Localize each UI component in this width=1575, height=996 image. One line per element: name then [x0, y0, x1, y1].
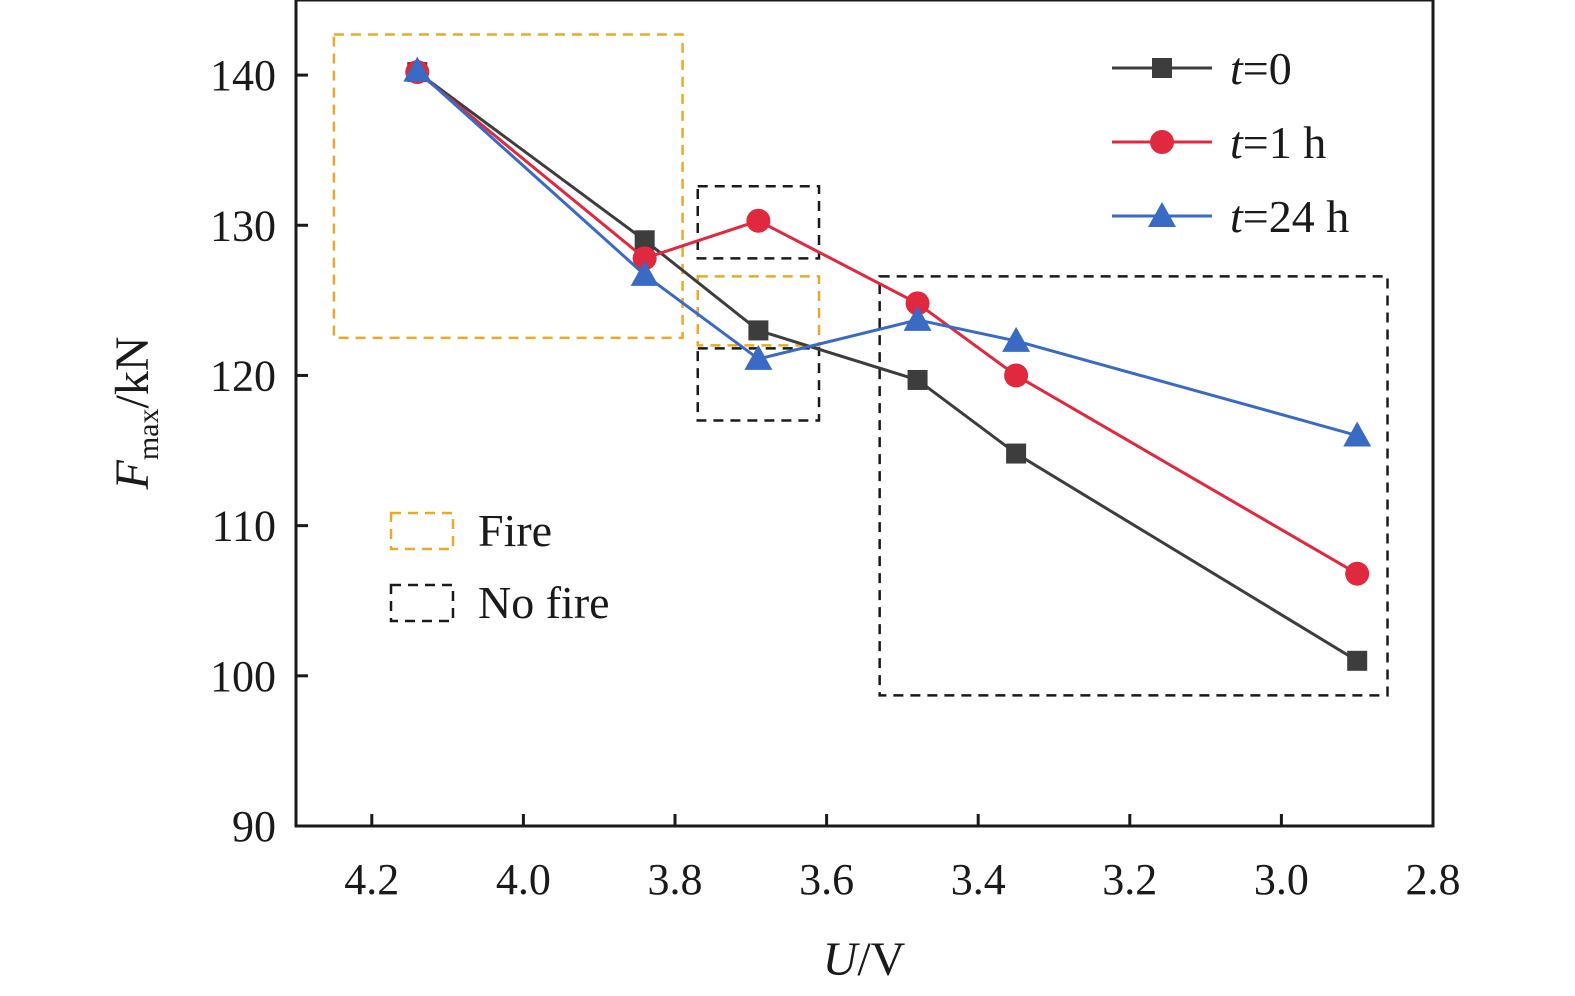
data-point [905, 291, 930, 316]
data-point [748, 320, 769, 341]
y-tick-label: 140 [210, 51, 276, 100]
legend-marker [1152, 58, 1172, 78]
region-box-no-fire [878, 275, 1389, 697]
series-line [416, 70, 1358, 663]
series-circle [405, 60, 1370, 586]
region-legend-entry: No fire [389, 577, 610, 628]
data-point [1004, 363, 1029, 388]
y-axis-label: Fmax/kN [106, 337, 165, 491]
highlight-regions [332, 33, 1389, 697]
region-box-no-fire [696, 184, 821, 260]
x-tick-label: 3.8 [648, 855, 703, 904]
data-point [1343, 421, 1372, 447]
series-layer [403, 56, 1372, 671]
data-point [744, 344, 773, 370]
x-axis-label: U/V [823, 933, 906, 986]
legend-entry: t=0 [1112, 43, 1292, 94]
legend-label: t=1 h [1230, 117, 1326, 168]
data-point [1002, 326, 1031, 352]
data-point [903, 305, 932, 331]
series-legend: t=0 t=1 h t=24 h [1112, 43, 1349, 242]
data-point [907, 369, 928, 390]
x-tick-label: 4.2 [344, 855, 399, 904]
data-point [630, 260, 659, 286]
x-tick-label: 3.6 [799, 855, 854, 904]
y-tick-label: 90 [232, 802, 276, 851]
legend-marker [1148, 202, 1176, 227]
region-box-fire [332, 33, 684, 340]
region-legend-entry: Fire [389, 505, 552, 556]
x-axis: 4.2 4.0 3.8 3.6 3.4 3.2 3.0 2.8 [344, 814, 1461, 904]
x-tick-label: 3.4 [951, 855, 1006, 904]
series-triangle [403, 56, 1372, 447]
plot-frame [294, 0, 1435, 828]
y-tick-label: 130 [210, 201, 276, 250]
y-tick-label: 120 [210, 351, 276, 400]
data-point [632, 246, 657, 271]
legend-entry: t=1 h [1112, 117, 1326, 168]
data-point [634, 230, 655, 251]
data-point [1006, 443, 1027, 464]
x-tick-label: 3.0 [1254, 855, 1309, 904]
series-line [416, 69, 1358, 437]
series-line [416, 70, 1358, 575]
legend-entry: t=24 h [1112, 191, 1349, 242]
legend-label: t=0 [1230, 43, 1292, 94]
region-legend-label: Fire [478, 505, 552, 556]
region-legend-swatch [389, 583, 455, 623]
region-legend-label: No fire [478, 577, 610, 628]
data-point [1345, 561, 1370, 586]
data-point [403, 56, 432, 82]
x-tick-label: 2.8 [1406, 855, 1461, 904]
legend-label: t=24 h [1230, 191, 1349, 242]
x-tick-label: 4.0 [496, 855, 551, 904]
region-legend-swatch [389, 511, 455, 551]
y-tick-label: 100 [210, 652, 276, 701]
x-tick-label: 3.2 [1102, 855, 1157, 904]
data-point [1347, 650, 1368, 671]
region-box-fire [696, 275, 821, 347]
y-axis: 90 100 110 120 130 140 [210, 51, 308, 851]
legend-marker [1150, 130, 1174, 154]
region-legend: Fire No fire [389, 505, 610, 628]
y-tick-label: 110 [212, 502, 276, 551]
data-point [746, 208, 771, 233]
